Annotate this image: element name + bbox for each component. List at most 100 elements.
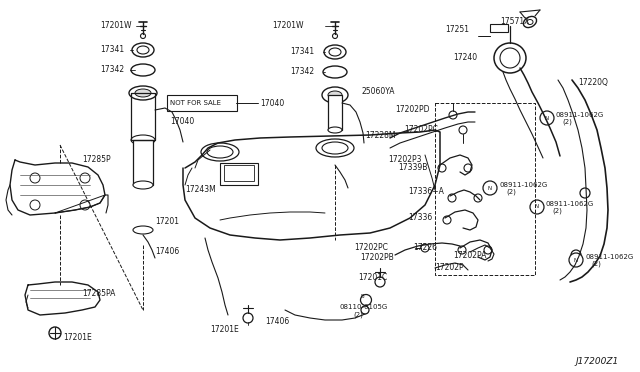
Text: 08911-1062G: 08911-1062G bbox=[546, 201, 595, 207]
Ellipse shape bbox=[133, 226, 153, 234]
Text: 17251: 17251 bbox=[445, 26, 469, 35]
Ellipse shape bbox=[207, 146, 233, 158]
Text: 17226: 17226 bbox=[413, 243, 437, 251]
Text: 17201C: 17201C bbox=[358, 273, 387, 282]
Text: B: B bbox=[360, 295, 364, 299]
Text: N: N bbox=[488, 186, 492, 190]
Circle shape bbox=[483, 181, 497, 195]
Ellipse shape bbox=[329, 48, 341, 56]
Circle shape bbox=[580, 188, 590, 198]
Circle shape bbox=[375, 277, 385, 287]
Text: (2): (2) bbox=[552, 208, 562, 214]
Text: 17201: 17201 bbox=[155, 218, 179, 227]
Bar bbox=[224, 165, 254, 181]
Ellipse shape bbox=[131, 135, 155, 145]
Circle shape bbox=[448, 194, 456, 202]
Ellipse shape bbox=[527, 19, 533, 25]
Text: 17040: 17040 bbox=[260, 99, 284, 108]
Text: 17336+A: 17336+A bbox=[408, 187, 444, 196]
Ellipse shape bbox=[131, 64, 155, 76]
Text: 17202P: 17202P bbox=[435, 263, 463, 273]
Circle shape bbox=[438, 164, 446, 172]
Ellipse shape bbox=[137, 46, 149, 54]
Ellipse shape bbox=[328, 91, 342, 99]
Text: 17406: 17406 bbox=[155, 247, 179, 257]
Text: 17285PA: 17285PA bbox=[82, 289, 115, 298]
Circle shape bbox=[464, 164, 472, 172]
Ellipse shape bbox=[322, 142, 348, 154]
Ellipse shape bbox=[494, 43, 526, 73]
Text: 17571X: 17571X bbox=[500, 17, 529, 26]
Text: 08911-1062G: 08911-1062G bbox=[556, 112, 604, 118]
Text: NOT FOR SALE: NOT FOR SALE bbox=[170, 100, 221, 106]
Text: 17341: 17341 bbox=[290, 48, 314, 57]
Text: (2): (2) bbox=[506, 189, 516, 195]
Circle shape bbox=[243, 313, 253, 323]
Text: 17202PB: 17202PB bbox=[360, 253, 394, 263]
Bar bbox=[490, 24, 508, 32]
Ellipse shape bbox=[322, 87, 348, 103]
Circle shape bbox=[421, 244, 429, 252]
Text: 08911-1062G: 08911-1062G bbox=[585, 254, 633, 260]
Circle shape bbox=[443, 216, 451, 224]
Ellipse shape bbox=[500, 48, 520, 68]
Ellipse shape bbox=[135, 89, 151, 97]
Circle shape bbox=[30, 200, 40, 210]
Bar bbox=[133, 140, 153, 185]
Text: 17202PD: 17202PD bbox=[395, 106, 429, 115]
Text: 17342: 17342 bbox=[100, 65, 124, 74]
Circle shape bbox=[80, 173, 90, 183]
Text: (2): (2) bbox=[562, 119, 572, 125]
Text: 17339B: 17339B bbox=[398, 164, 428, 173]
Text: 17228M: 17228M bbox=[365, 131, 396, 140]
Text: 17040: 17040 bbox=[170, 118, 195, 126]
Ellipse shape bbox=[133, 181, 153, 189]
Ellipse shape bbox=[328, 127, 342, 133]
Text: 17201E: 17201E bbox=[63, 333, 92, 341]
Circle shape bbox=[80, 200, 90, 210]
Circle shape bbox=[530, 200, 544, 214]
Text: 17341: 17341 bbox=[100, 45, 124, 55]
Text: 17202P3: 17202P3 bbox=[388, 155, 422, 164]
Ellipse shape bbox=[129, 86, 157, 100]
Circle shape bbox=[540, 111, 554, 125]
Ellipse shape bbox=[323, 66, 347, 78]
Bar bbox=[328, 95, 342, 130]
Text: 17336: 17336 bbox=[408, 214, 432, 222]
Text: 08110-6105G: 08110-6105G bbox=[340, 304, 388, 310]
Text: 17240: 17240 bbox=[453, 54, 477, 62]
FancyBboxPatch shape bbox=[167, 95, 237, 111]
Circle shape bbox=[459, 126, 467, 134]
Text: N: N bbox=[535, 205, 539, 209]
Text: 25060YA: 25060YA bbox=[362, 87, 396, 96]
Text: 08911-1062G: 08911-1062G bbox=[500, 182, 548, 188]
Ellipse shape bbox=[132, 43, 154, 57]
Text: 17202PC: 17202PC bbox=[404, 125, 438, 135]
Ellipse shape bbox=[324, 45, 346, 59]
Text: 17406: 17406 bbox=[265, 317, 289, 327]
Text: 17243M: 17243M bbox=[185, 186, 216, 195]
Circle shape bbox=[141, 33, 145, 38]
Text: 17202PA: 17202PA bbox=[453, 250, 486, 260]
Text: (2): (2) bbox=[591, 261, 601, 267]
Ellipse shape bbox=[524, 16, 536, 28]
Circle shape bbox=[333, 33, 337, 38]
Circle shape bbox=[449, 111, 457, 119]
Ellipse shape bbox=[316, 139, 354, 157]
Text: 17220Q: 17220Q bbox=[578, 77, 608, 87]
Text: N: N bbox=[545, 115, 549, 121]
Text: 17201W: 17201W bbox=[100, 20, 131, 29]
Text: 17201W: 17201W bbox=[272, 20, 303, 29]
Circle shape bbox=[360, 295, 371, 305]
Text: N: N bbox=[574, 257, 578, 263]
Circle shape bbox=[571, 250, 581, 260]
Circle shape bbox=[569, 253, 583, 267]
Circle shape bbox=[49, 327, 61, 339]
Circle shape bbox=[458, 246, 466, 254]
Ellipse shape bbox=[201, 143, 239, 161]
Circle shape bbox=[30, 173, 40, 183]
Text: 17201E: 17201E bbox=[210, 326, 239, 334]
Text: 17285P: 17285P bbox=[82, 155, 111, 164]
Circle shape bbox=[474, 194, 482, 202]
Circle shape bbox=[484, 246, 492, 254]
